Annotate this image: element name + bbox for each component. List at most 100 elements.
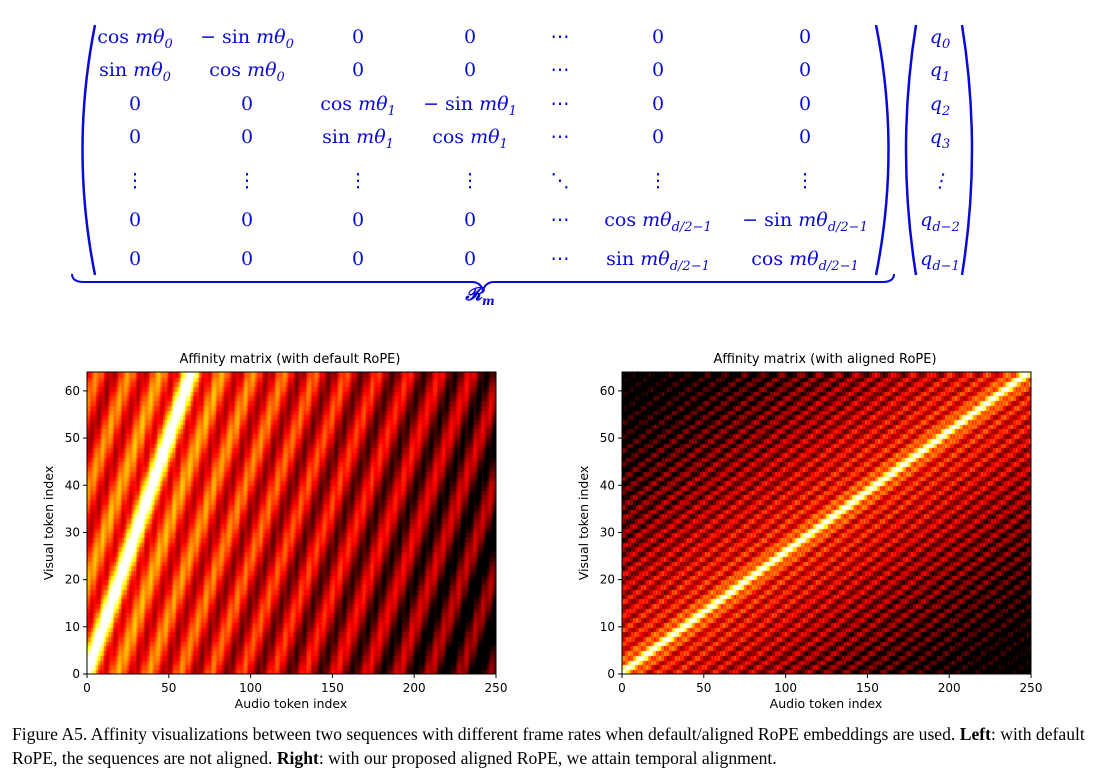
y-tick-label: 60	[65, 384, 80, 398]
heatmap-aligned-rope-svg: Affinity matrix (with aligned RoPE) 0 50 1…	[576, 352, 1043, 711]
matrix-cell: ⋯	[551, 209, 570, 231]
heatmap-canvas-wrap	[87, 372, 496, 674]
matrix-cell: 0	[241, 209, 253, 231]
matrix-cell: 0	[799, 26, 811, 48]
x-tick-label: 250	[1020, 681, 1043, 695]
matrix-cell: cos mθd/2−1	[604, 209, 711, 235]
rope-matrix-svg: cos mθ0 − sin mθ0 0 0 ⋯ 0 0 sin mθ0 cos mθ0 0 0 ⋯ 0 0…	[71, 24, 974, 308]
matrix-cell: 0	[241, 126, 253, 148]
matrix-cell: ⋯	[551, 93, 570, 115]
caption-suffix: : with our proposed aligned RoPE, we att…	[318, 748, 777, 768]
y-tick-label: 10	[600, 620, 615, 634]
y-tick-label: 40	[600, 478, 615, 492]
matrix-cell: 0	[652, 93, 664, 115]
x-axis-label: Audio token index	[235, 696, 348, 711]
y-tick-label: 30	[65, 525, 80, 539]
y-tick-label: 30	[600, 525, 615, 539]
matrix-cell: ⋮	[461, 170, 480, 192]
matrix-cell: 0	[464, 26, 476, 48]
caption-left-label: Left	[959, 724, 991, 744]
plot-frame	[621, 371, 1032, 675]
matrix-cell: ⋯	[551, 59, 570, 81]
x-tick-label: 0	[83, 681, 91, 695]
x-tick-label: 200	[938, 681, 961, 695]
matrix-cell: cos mθ1	[320, 93, 396, 119]
chart-title: Affinity matrix (with aligned RoPE)	[713, 352, 936, 367]
matrix-cell: 0	[464, 209, 476, 231]
figure-caption: Figure A5. Affinity visualizations betwe…	[12, 722, 1092, 770]
matrix-cell: 0	[241, 248, 253, 270]
matrix-cell: cos mθ0	[97, 26, 173, 52]
vector-cell: qd−2	[920, 209, 960, 235]
plot-frame	[86, 371, 497, 675]
matrix-cell: − sin mθ1	[423, 93, 517, 119]
matrix-cell: 0	[352, 26, 364, 48]
matrix-cell: ⋮	[238, 170, 257, 192]
x-tick-label: 250	[485, 681, 508, 695]
y-tick-label: 10	[65, 620, 80, 634]
x-tick-label: 50	[696, 681, 711, 695]
matrix-cell: 0	[652, 26, 664, 48]
matrix-cell: ⋱	[551, 170, 570, 192]
y-tick-label: 40	[65, 478, 80, 492]
y-tick-label: 60	[600, 384, 615, 398]
heatmap-default-rope-svg: Affinity matrix (with default RoPE) 0 50 1…	[41, 352, 508, 711]
heatmap-aligned-rope: Affinity matrix (with aligned RoPE) 0 50 1…	[570, 345, 1090, 715]
y-tick-label: 20	[600, 573, 615, 587]
y-axis-label: Visual token index	[576, 466, 591, 580]
matrix-cell: 0	[129, 209, 141, 231]
matrix-cell: sin mθ0	[99, 59, 171, 85]
matrix-cell: cos mθ0	[209, 59, 285, 85]
caption-middle: : with default RoPE, the sequences are n…	[12, 724, 1085, 768]
matrix-cell: 0	[799, 93, 811, 115]
caption-prefix: Figure A5. Affinity visualizations betwe…	[12, 724, 960, 744]
matrix-cell: 0	[352, 209, 364, 231]
matrix-cell: sin mθd/2−1	[606, 248, 710, 274]
y-tick-label: 50	[600, 431, 615, 445]
vector-right-paren	[960, 24, 974, 276]
matrix-cell: − sin mθ0	[200, 26, 294, 52]
matrix-cell: 0	[129, 248, 141, 270]
matrix-cell: 0	[652, 126, 664, 148]
y-tick-label: 0	[72, 667, 80, 681]
matrix-cell: sin mθ1	[322, 126, 394, 152]
x-tick-label: 0	[618, 681, 626, 695]
vector-cell: q3	[930, 126, 950, 152]
y-tick-label: 20	[65, 573, 80, 587]
caption-right-label: Right	[276, 748, 319, 768]
vector-cell: q0	[930, 26, 950, 52]
y-tick-label: 50	[65, 431, 80, 445]
matrix-cell: cos mθd/2−1	[751, 248, 858, 274]
matrix-cell: 0	[652, 59, 664, 81]
matrix-right-paren	[874, 24, 890, 276]
matrix-cell: − sin mθd/2−1	[742, 209, 868, 235]
matrix-left-paren	[81, 24, 97, 276]
vector-left-paren	[904, 24, 918, 276]
vector-cell: qd−1	[920, 248, 960, 274]
vector-cell: q2	[930, 93, 950, 119]
matrix-cell: 0	[464, 248, 476, 270]
rope-equation: cos mθ0 − sin mθ0 0 0 ⋯ 0 0 sin mθ0 cos mθ0 0 0 ⋯ 0 0…	[0, 0, 1099, 320]
heatmap-canvas-wrap	[622, 372, 1031, 674]
matrix-cell: ⋮	[349, 170, 368, 192]
y-tick-label: 0	[607, 667, 615, 681]
x-tick-label: 50	[161, 681, 176, 695]
matrix-cell: 0	[464, 59, 476, 81]
x-tick-label: 100	[774, 681, 797, 695]
matrix-cell: 0	[129, 93, 141, 115]
y-axis-label: Visual token index	[41, 466, 56, 580]
vector-cell: ⋮	[931, 170, 950, 192]
x-tick-label: 100	[239, 681, 262, 695]
heatmap-default-rope: Affinity matrix (with default RoPE) 0 50 1…	[35, 345, 555, 715]
matrix-cell: ⋮	[796, 170, 815, 192]
underbrace-label: 𝓡m	[464, 284, 495, 308]
heatmap-canvas	[87, 372, 496, 674]
matrix-cell: cos mθ1	[432, 126, 508, 152]
matrix-cell: 0	[352, 59, 364, 81]
x-tick-label: 150	[856, 681, 879, 695]
heatmap-canvas	[622, 372, 1031, 674]
matrix-cell: 0	[799, 59, 811, 81]
matrix-underbrace	[71, 273, 895, 293]
x-tick-label: 150	[321, 681, 344, 695]
chart-title: Affinity matrix (with default RoPE)	[180, 352, 401, 367]
